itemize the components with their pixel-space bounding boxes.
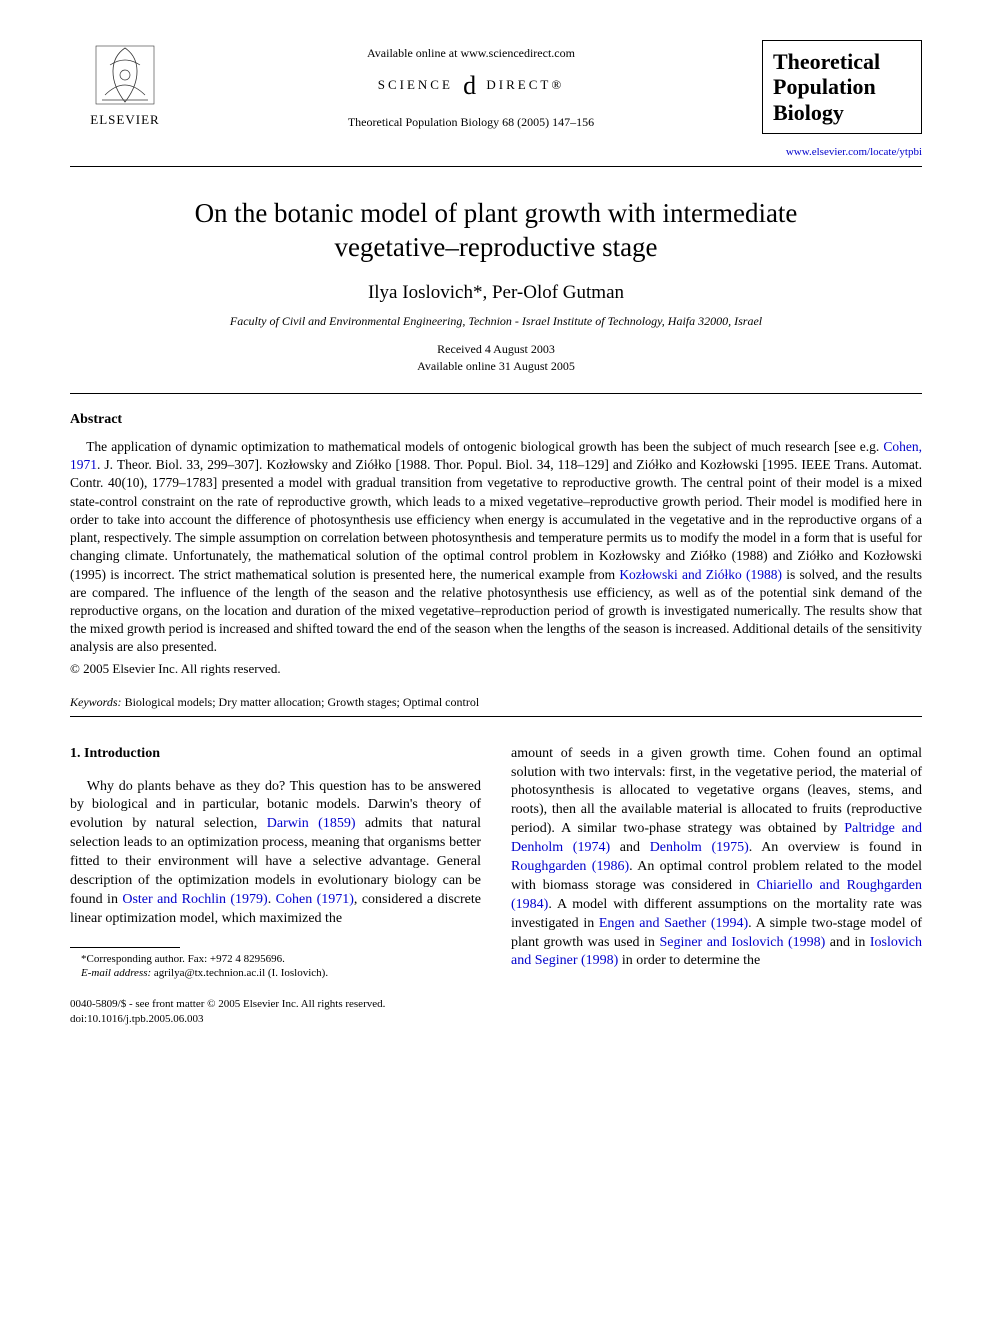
sciencedirect-logo: SCIENCE d DIRECT® bbox=[180, 71, 762, 101]
citation-seginer[interactable]: Seginer and Ioslovich (1998) bbox=[659, 935, 825, 950]
intro-right-2: and bbox=[610, 840, 650, 855]
journal-title-line3: Biology bbox=[773, 100, 911, 125]
bottom-meta: 0040-5809/$ - see front matter © 2005 El… bbox=[70, 997, 481, 1027]
journal-title-line1: Theoretical bbox=[773, 49, 911, 74]
intro-right-3: . An overview is found in bbox=[749, 840, 922, 855]
keywords-values: Biological models; Dry matter allocation… bbox=[122, 695, 480, 709]
article-title: On the botanic model of plant growth wit… bbox=[130, 197, 862, 265]
abstract-heading: Abstract bbox=[70, 412, 922, 428]
journal-title-line2: Population bbox=[773, 74, 911, 99]
journal-reference: Theoretical Population Biology 68 (2005)… bbox=[180, 115, 762, 130]
email-address: agrilya@tx.technion.ac.il (I. Ioslovich)… bbox=[151, 967, 328, 979]
left-column: 1. Introduction Why do plants behave as … bbox=[70, 745, 481, 1027]
abstract-text-2: . J. Theor. Biol. 33, 299–307]. Kozłowsk… bbox=[70, 457, 922, 581]
divider-top bbox=[70, 393, 922, 394]
page-container: ELSEVIER Available online at www.science… bbox=[0, 0, 992, 1067]
journal-title-box: Theoretical Population Biology bbox=[762, 40, 922, 134]
center-header: Available online at www.sciencedirect.co… bbox=[180, 40, 762, 130]
header-row: ELSEVIER Available online at www.science… bbox=[70, 40, 922, 167]
email-label: E-mail address: bbox=[81, 967, 151, 979]
sciencedirect-right: DIRECT® bbox=[486, 77, 564, 92]
received-date: Received 4 August 2003 bbox=[70, 341, 922, 358]
available-online-text: Available online at www.sciencedirect.co… bbox=[180, 46, 762, 61]
citation-oster[interactable]: Oster and Rochlin (1979) bbox=[122, 892, 267, 907]
intro-right-7: and in bbox=[825, 935, 870, 950]
publisher-block: ELSEVIER bbox=[70, 40, 180, 128]
citation-roughgarden[interactable]: Roughgarden (1986) bbox=[511, 859, 629, 874]
right-column: amount of seeds in a given growth time. … bbox=[511, 745, 922, 1027]
citation-kozlowski-1988[interactable]: Kozłowski and Ziółko (1988) bbox=[619, 567, 782, 582]
sciencedirect-left: SCIENCE bbox=[378, 77, 453, 92]
elsevier-logo-icon bbox=[90, 40, 160, 110]
section-1-heading: 1. Introduction bbox=[70, 745, 481, 764]
email-footnote: E-mail address: agrilya@tx.technion.ac.i… bbox=[70, 966, 481, 981]
article-dates: Received 4 August 2003 Available online … bbox=[70, 341, 922, 375]
keywords-label: Keywords: bbox=[70, 695, 122, 709]
footnote-rule bbox=[70, 947, 180, 948]
citation-engen[interactable]: Engen and Saether (1994) bbox=[599, 916, 748, 931]
citation-cohen-intro[interactable]: Cohen (1971) bbox=[276, 892, 354, 907]
body-columns: 1. Introduction Why do plants behave as … bbox=[70, 745, 922, 1027]
issn-line: 0040-5809/$ - see front matter © 2005 El… bbox=[70, 997, 481, 1012]
sciencedirect-at-icon: d bbox=[463, 71, 476, 100]
journal-link[interactable]: www.elsevier.com/locate/ytpbi bbox=[762, 146, 922, 158]
corresponding-author: *Corresponding author. Fax: +972 4 82956… bbox=[70, 952, 481, 967]
citation-darwin[interactable]: Darwin (1859) bbox=[267, 816, 356, 831]
keywords-line: Keywords: Biological models; Dry matter … bbox=[70, 695, 922, 710]
copyright-line: © 2005 Elsevier Inc. All rights reserved… bbox=[70, 661, 922, 677]
elsevier-label: ELSEVIER bbox=[90, 112, 159, 128]
doi-line: doi:10.1016/j.tpb.2005.06.003 bbox=[70, 1012, 481, 1027]
divider-bottom bbox=[70, 716, 922, 717]
intro-para-left: Why do plants behave as they do? This qu… bbox=[70, 778, 481, 929]
intro-right-8: in order to determine the bbox=[618, 953, 760, 968]
intro-para-right: amount of seeds in a given growth time. … bbox=[511, 745, 922, 972]
abstract-body: The application of dynamic optimization … bbox=[70, 438, 922, 657]
authors: Ilya Ioslovich*, Per-Olof Gutman bbox=[70, 282, 922, 304]
citation-denholm[interactable]: Denholm (1975) bbox=[650, 840, 749, 855]
abstract-text-1: The application of dynamic optimization … bbox=[86, 439, 883, 454]
intro-left-3: . bbox=[268, 892, 276, 907]
affiliation: Faculty of Civil and Environmental Engin… bbox=[70, 314, 922, 329]
journal-right-block: Theoretical Population Biology www.elsev… bbox=[762, 40, 922, 158]
available-date: Available online 31 August 2005 bbox=[70, 358, 922, 375]
